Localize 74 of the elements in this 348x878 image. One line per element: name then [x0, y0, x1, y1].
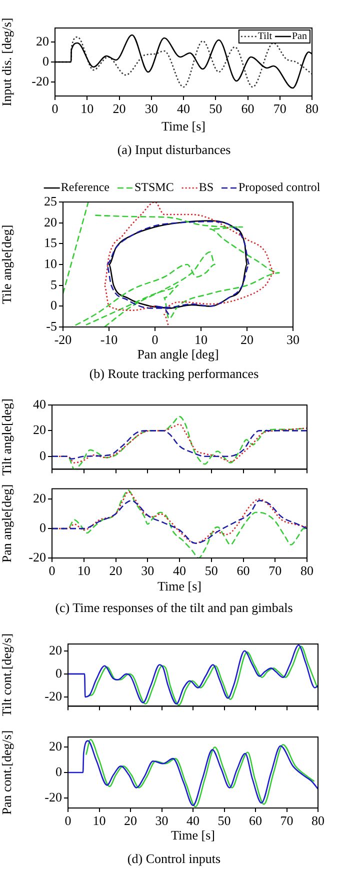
x-tick-label: 20 — [112, 101, 126, 116]
x-tick-label: 50 — [204, 563, 218, 578]
x-axis-title: Time [s] — [171, 828, 215, 843]
x-axis-title: Pan angle [deg] — [137, 346, 219, 362]
x-tick-label: 60 — [249, 813, 262, 828]
line-series — [52, 500, 307, 544]
y-tick-label: 40 — [33, 396, 46, 412]
x-tick-label: 40 — [177, 101, 190, 116]
x-tick-label: 30 — [141, 563, 154, 578]
x-tick-label: 10 — [194, 332, 208, 348]
x-tick-label: -10 — [100, 332, 118, 348]
line-series — [104, 202, 276, 327]
y-tick-label: 0 — [56, 665, 62, 680]
y-axis-title: Pan angle[deg] — [0, 484, 14, 563]
y-tick-label: 25 — [44, 193, 57, 208]
line-series — [52, 490, 307, 558]
y-tick-label: 20 — [49, 738, 62, 754]
y-tick-label: 20 — [33, 422, 46, 438]
legend-label: Tilt — [258, 31, 272, 42]
y-tick-label: 0 — [50, 298, 57, 313]
text: (c) Time responses of the tilt and pan gimbals — [54, 598, 294, 617]
y-tick-label: 10 — [44, 256, 57, 271]
y-axis-title: Input dis. [deg/s] — [0, 18, 14, 106]
legend-label: STSMC — [134, 180, 174, 194]
x-tick-label: 70 — [273, 101, 286, 116]
x-tick-label: 30 — [144, 101, 158, 116]
x-tick-label: 80 — [306, 101, 318, 116]
x-tick-label: 50 — [218, 813, 231, 828]
x-tick-label: 10 — [80, 101, 94, 116]
x-axis-title: Time [s] — [162, 118, 206, 134]
x-tick-label: 30 — [286, 332, 300, 348]
line-series — [52, 430, 307, 460]
y-tick-label: -20 — [44, 789, 62, 804]
y-tick-label: 20 — [36, 33, 49, 48]
x-tick-label: 80 — [300, 563, 314, 578]
x-tick-label: 70 — [280, 813, 294, 828]
y-axis-title: Tilt angle[deg] — [0, 398, 14, 476]
y-tick-label: 20 — [49, 642, 62, 658]
x-tick-label: 30 — [155, 813, 168, 828]
x-tick-label: 70 — [268, 563, 282, 578]
x-tick-label: 60 — [236, 563, 250, 578]
y-tick-label: -20 — [28, 549, 46, 564]
y-tick-label: -20 — [44, 688, 62, 704]
x-tick-label: 10 — [92, 813, 106, 828]
text: (d) Control inputs — [126, 850, 222, 868]
x-tick-label: 20 — [124, 813, 137, 828]
x-tick-label: 40 — [186, 813, 200, 828]
legend-label: BS — [198, 180, 214, 194]
y-tick-label: 20 — [33, 490, 46, 506]
y-axis-title: Pan cont.[deg/s] — [0, 730, 14, 815]
text: (a) Input disturbances — [116, 141, 232, 159]
text: (b) Route tracking performances — [88, 365, 260, 383]
y-tick-label: 0 — [40, 520, 46, 535]
x-tick-label: 80 — [312, 813, 324, 828]
x-tick-label: 0 — [152, 332, 158, 348]
x-tick-label: 20 — [240, 332, 254, 348]
y-axis-title: Tile angle[deg] — [0, 224, 14, 304]
y-tick-label: 5 — [50, 276, 57, 292]
y-tick-label: 0 — [42, 53, 49, 68]
y-tick-label: 20 — [44, 214, 57, 230]
x-axis-title: Time [s] — [158, 578, 202, 594]
y-tick-label: 0 — [56, 764, 62, 779]
x-tick-label: 10 — [77, 563, 90, 578]
legend-label: Reference — [60, 180, 110, 194]
x-tick-label: 20 — [109, 563, 122, 578]
x-tick-label: 40 — [173, 563, 186, 578]
y-tick-label: 15 — [44, 235, 57, 250]
x-tick-label: 50 — [209, 101, 222, 116]
legend-label: Pan — [292, 31, 307, 42]
y-tick-label: 0 — [40, 448, 46, 463]
y-tick-label: -20 — [32, 73, 49, 88]
legend-label: Proposed control — [238, 180, 321, 194]
x-tick-label: 60 — [241, 101, 254, 116]
y-tick-label: -5 — [46, 318, 57, 334]
